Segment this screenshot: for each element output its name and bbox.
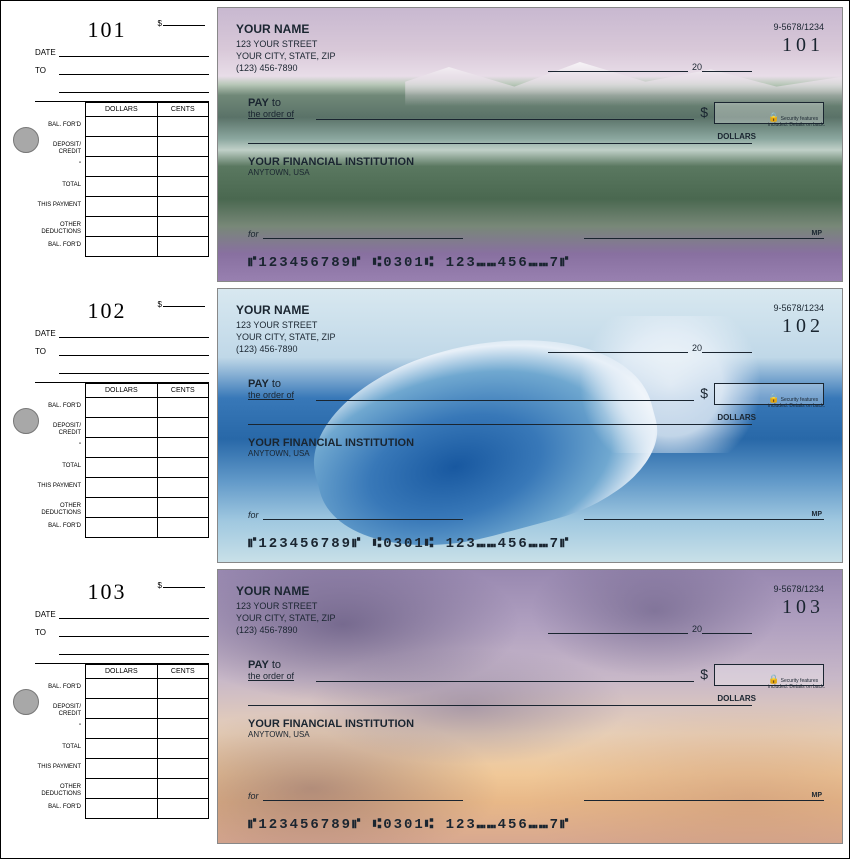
stub-dollar-sign: $ (158, 581, 162, 590)
check-number: 101 (773, 34, 824, 57)
stub-ledger: DOLLARSCENTS BAL. FOR'D DEPOSIT/ CREDIT … (35, 382, 209, 538)
date-field: 20 (548, 60, 752, 72)
check-number: 103 (773, 596, 824, 619)
row-ditto: " (35, 157, 85, 177)
stub-to-line (59, 65, 209, 75)
stub-ledger: DOLLARSCENTS BAL. FOR'D DEPOSIT/ CREDIT … (35, 101, 209, 257)
stub-dollar-sign: $ (158, 19, 162, 28)
row-bal-ford: BAL. FOR'D (35, 117, 85, 137)
mp-label: MP (812, 230, 823, 237)
security-notice: 🔒 Security features included. Details on… (768, 114, 828, 128)
stub-to-label: TO (35, 347, 59, 356)
row-deposit: DEPOSIT/ CREDIT (35, 137, 85, 157)
check-number: 102 (773, 315, 824, 338)
signature-line (584, 227, 824, 239)
check-stub: 103 $ DATE TO DOLLARSCENTS BAL. FOR'D DE… (7, 569, 217, 844)
check: YOUR NAME 123 YOUR STREET YOUR CITY, STA… (217, 7, 843, 282)
stub-date-label: DATE (35, 329, 59, 338)
check-row: 103 $ DATE TO DOLLARSCENTS BAL. FOR'D DE… (7, 569, 843, 844)
row-other-deductions: OTHER DEDUCTIONS (35, 217, 85, 237)
stub-date-line (59, 47, 209, 57)
stub-number: 103 (35, 579, 209, 605)
stub-to-label: TO (35, 66, 59, 75)
pay-to-line: PAY tothe order of $ (248, 98, 824, 120)
lock-icon: 🔒 (768, 674, 779, 684)
routing-fraction: 9-5678/1234 (773, 22, 824, 32)
micr-line: ⑈123456789⑈ ⑆0301⑆ 123⑉⑉456⑉⑉7⑈ (248, 255, 570, 271)
stub-number: 102 (35, 298, 209, 324)
stub-dollar-line (163, 25, 205, 26)
memo-line: for (248, 227, 463, 239)
stub-date-label: DATE (35, 48, 59, 57)
check-sheet: 101 $ DATE TO DOLLARSCENTS BAL. FOR'D DE… (1, 1, 849, 856)
check: YOUR NAME 123 YOUR STREET YOUR CITY, STA… (217, 569, 843, 844)
payer-name: YOUR NAME (236, 22, 336, 36)
check-row: 102 $ DATE TO DOLLARSCENTS BAL. FOR'D DE… (7, 288, 843, 563)
check-stub: 102 $ DATE TO DOLLARSCENTS BAL. FOR'D DE… (7, 288, 217, 563)
payer-address: 123 YOUR STREET YOUR CITY, STATE, ZIP (1… (236, 38, 336, 74)
row-bal-ford-2: BAL. FOR'D (35, 237, 85, 257)
stub-dollar-line (163, 306, 205, 307)
row-this-payment: THIS PAYMENT (35, 197, 85, 217)
col-cents: CENTS (157, 103, 209, 117)
lock-icon: 🔒 (768, 393, 779, 403)
stub-ledger: DOLLARSCENTS BAL. FOR'D DEPOSIT/ CREDIT … (35, 663, 209, 819)
col-dollars: DOLLARS (85, 103, 157, 117)
check-stub: 101 $ DATE TO DOLLARSCENTS BAL. FOR'D DE… (7, 7, 217, 282)
stub-number: 101 (35, 17, 209, 43)
check-row: 101 $ DATE TO DOLLARSCENTS BAL. FOR'D DE… (7, 7, 843, 282)
dollars-label: DOLLARS (717, 132, 756, 141)
bank-info: YOUR FINANCIAL INSTITUTIONANYTOWN, USA (248, 156, 414, 177)
amount-words-line (248, 130, 752, 144)
check: YOUR NAME 123 YOUR STREET YOUR CITY, STA… (217, 288, 843, 563)
lock-icon: 🔒 (768, 112, 779, 122)
row-total: TOTAL (35, 177, 85, 197)
stub-to-line-2 (59, 83, 209, 93)
stub-dollar-sign: $ (158, 300, 162, 309)
stub-dollar-line (163, 587, 205, 588)
